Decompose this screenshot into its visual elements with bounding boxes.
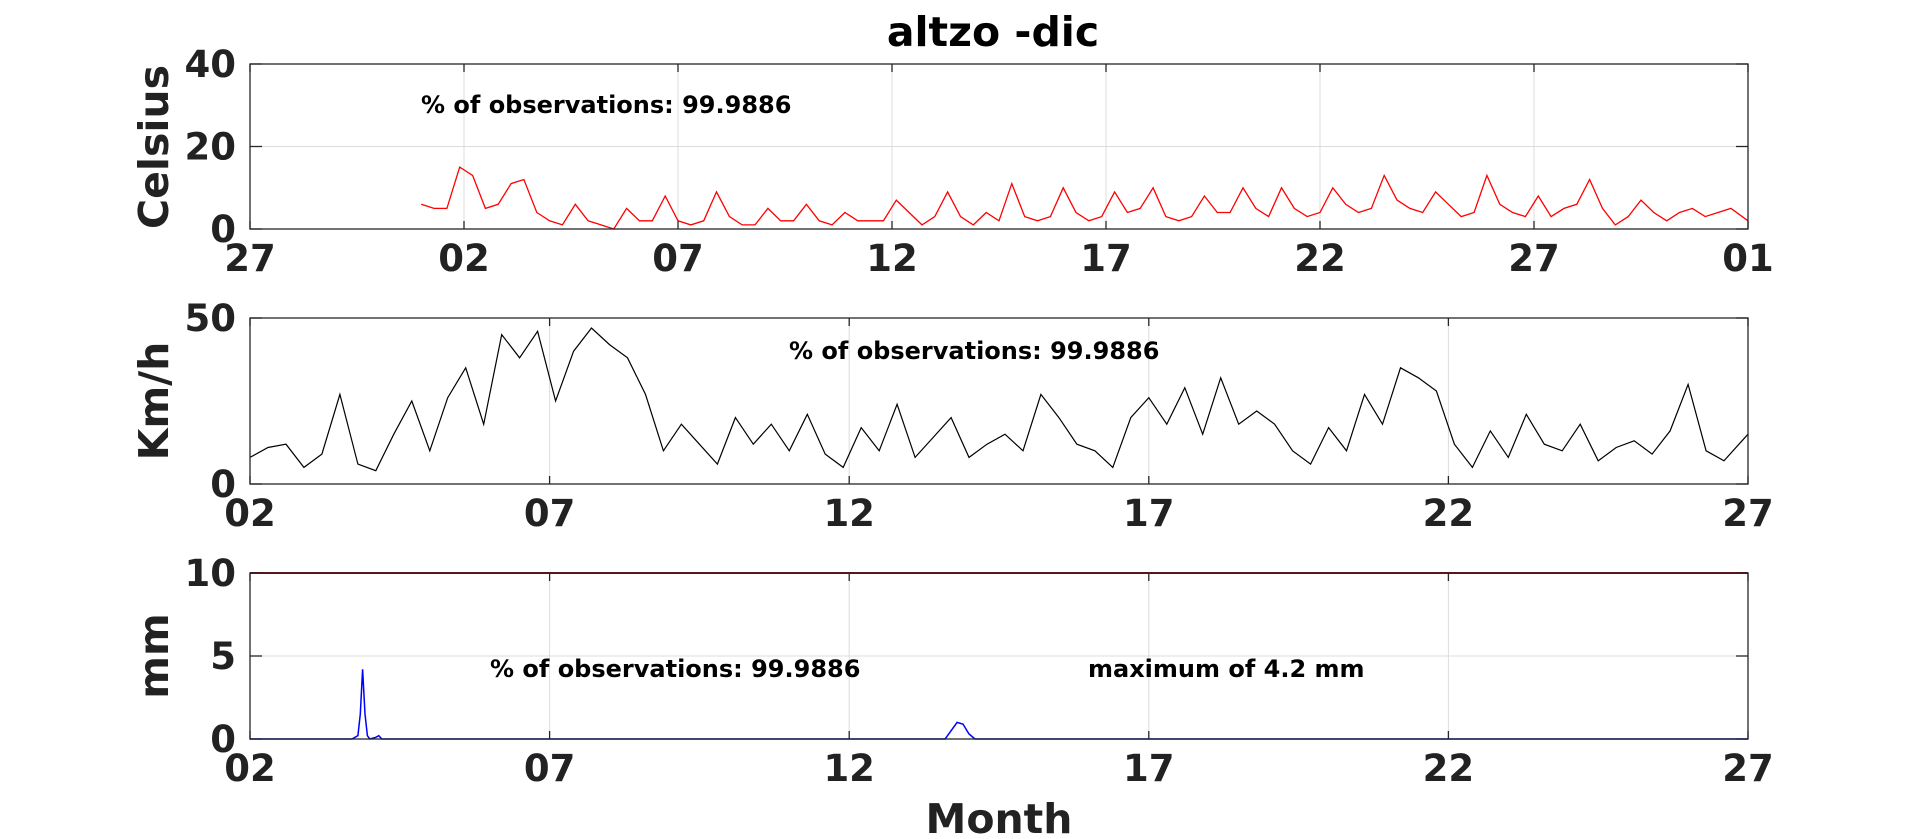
x-tick-label: 01 [1722, 237, 1774, 280]
temperature-ylabel: Celsius [130, 65, 178, 229]
x-tick-label: 27 [224, 237, 276, 280]
y-tick-label: 10 [185, 552, 237, 595]
x-tick-label: 27 [1722, 747, 1774, 790]
x-tick-label: 22 [1423, 492, 1475, 535]
x-tick-label: 02 [224, 492, 276, 535]
x-tick-label: 02 [224, 747, 276, 790]
temperature-series-line [421, 166, 1749, 230]
precipitation-series-line [250, 669, 1748, 740]
x-tick-label: 12 [823, 747, 875, 790]
y-tick-label: 40 [185, 43, 237, 86]
wind-panel: 02 07 12 17 22 27 0 50 Km/h % of observations: … [130, 297, 1774, 535]
x-tick-label: 12 [823, 492, 875, 535]
y-tick-label: 0 [210, 463, 236, 506]
temperature-observations-annotation: % of observations: 99.9886 [421, 91, 791, 119]
precipitation-maximum-annotation: maximum of 4.2 mm [1088, 655, 1365, 683]
y-tick-label: 0 [210, 208, 236, 251]
precipitation-panel: 02 07 12 17 22 27 0 5 10 mm % of observations: 9… [130, 552, 1774, 790]
x-tick-label: 17 [1123, 747, 1175, 790]
y-tick-label: 0 [210, 718, 236, 761]
x-tick-label: 07 [652, 237, 704, 280]
chart-title: altzo -dic [887, 8, 1099, 56]
x-tick-label: 12 [866, 237, 918, 280]
y-tick-label: 50 [185, 297, 237, 340]
x-tick-label: 27 [1722, 492, 1774, 535]
x-tick-label: 07 [524, 492, 576, 535]
x-tick-label: 07 [524, 747, 576, 790]
wind-observations-annotation: % of observations: 99.9886 [789, 337, 1159, 365]
wind-series-line [249, 327, 1749, 472]
precipitation-observations-annotation: % of observations: 99.9886 [490, 655, 860, 683]
x-tick-label: 22 [1294, 237, 1346, 280]
wind-plot-frame [249, 317, 1749, 485]
y-tick-label: 20 [185, 126, 237, 169]
x-tick-label: 17 [1123, 492, 1175, 535]
wind-ylabel: Km/h [130, 342, 178, 461]
precipitation-ylabel: mm [130, 613, 178, 698]
x-tick-label: 27 [1508, 237, 1560, 280]
x-tick-label: 22 [1423, 747, 1475, 790]
x-tick-label: 02 [438, 237, 490, 280]
y-tick-label: 5 [210, 635, 236, 678]
x-axis-label: Month [926, 795, 1073, 839]
x-tick-label: 17 [1080, 237, 1132, 280]
temperature-panel: 27 02 07 12 17 22 27 01 0 20 40 Celsius % of obser… [130, 43, 1774, 280]
